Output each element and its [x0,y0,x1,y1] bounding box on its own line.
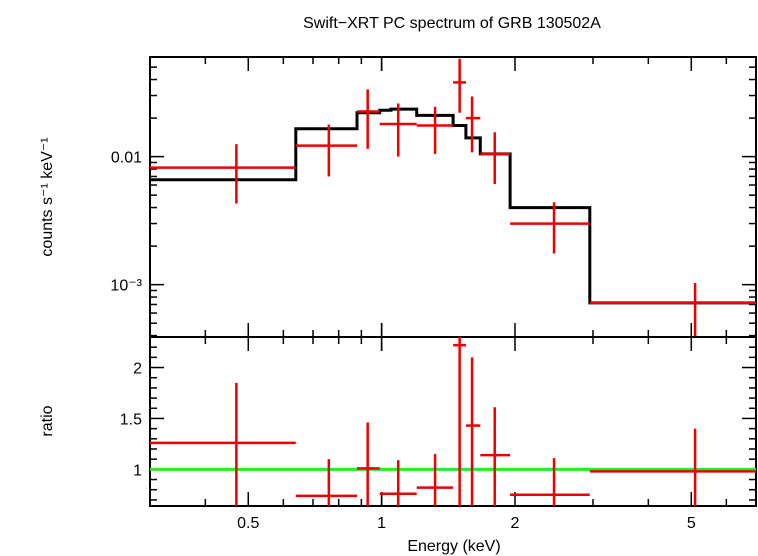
x-tick-label: 5 [687,515,696,532]
x-tick-label: 2 [511,515,520,532]
spectrum-panel: 0.01 10⁻³ counts s⁻¹ keV⁻¹ [39,56,757,338]
spectrum-panel-ticks [149,56,757,337]
spectrum-y-tick-labels: 0.01 10⁻³ [110,150,142,295]
y-tick-label: 0.01 [111,150,142,167]
y-tick-label: 1 [133,462,142,479]
ratio-series [150,337,756,506]
ratio-y-axis-label: ratio [39,405,56,436]
x-tick-label: 1 [377,515,386,532]
chart-title: Swift−XRT PC spectrum of GRB 130502A [303,15,601,32]
ratio-panel-frame [149,336,757,507]
ratio-y-tick-labels: 11.52 [120,361,142,480]
data-series [150,58,756,337]
spectrum-y-axis-label: counts s⁻¹ keV⁻¹ [39,137,56,256]
ratio-panel-ticks [149,336,757,506]
y-tick-label: 1.5 [120,411,142,428]
ratio-panel: 11.52 0.5 1 2 5 ratio Energy (keV) [39,336,757,555]
x-tick-labels: 0.5 1 2 5 [237,515,696,532]
model-series [150,107,756,305]
spectrum-panel-frame [149,56,757,338]
y-tick-label: 10⁻³ [110,278,142,295]
model-step-line [150,107,756,305]
x-tick-label: 0.5 [237,515,259,532]
x-axis-label: Energy (keV) [407,538,500,555]
y-tick-label: 2 [133,361,142,378]
